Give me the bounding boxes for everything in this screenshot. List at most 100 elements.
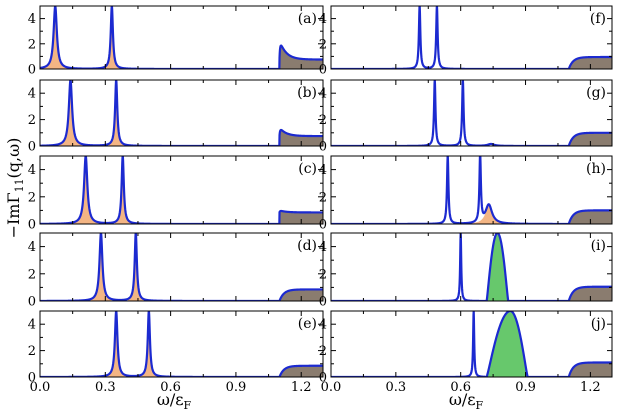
x-axis-label-right: ω/εF [449,390,484,412]
peak-fill [73,156,98,224]
axis-labels-group: −ImΓ11(q,ω) ω/εF ω/εF [4,138,484,412]
panel-frame [39,155,324,225]
y-tick-label: 4 [319,163,327,178]
y-tick-label: 4 [28,240,36,255]
continuum-fill [279,210,323,224]
continuum-fill [568,57,612,69]
y-tick-label: 4 [28,163,36,178]
spectrum-line [331,311,612,377]
peak-fill [43,6,67,69]
panel-label: (b) [297,85,317,101]
y-tick-label: 0 [28,295,36,310]
panel-frame [39,232,324,302]
peak-fill [141,311,157,377]
x-tick-label: 0.6 [450,380,471,395]
y-tick-label: 0 [319,63,327,78]
continuum-fill [568,132,612,146]
panel-frame [330,232,613,302]
peak-fill [127,233,144,301]
peak-fill [107,311,126,377]
x-tick-label: 0.6 [160,380,181,395]
panel-b: 024 (b) [28,79,324,155]
y-tick-label: 0 [28,218,36,233]
y-axis-label-sub: 11 [13,178,26,192]
plot-area [40,6,323,69]
peak-fill [90,233,112,301]
spectrum-line [40,80,323,146]
plot-area [331,6,612,69]
panel-frame [39,310,324,378]
y-tick-label: 0 [28,140,36,155]
panel-label: (f) [590,11,606,27]
panel-label: (a) [298,11,317,27]
plot-area [331,80,612,146]
panel-frame [330,5,613,70]
x-axis-label-right-main: ω/ε [449,390,476,409]
x-axis-label-left-main: ω/ε [157,390,184,409]
y-tick-label: 2 [28,344,36,359]
panel-label: (e) [298,316,317,332]
y-axis-label-suffix: (q,ω) [4,138,23,179]
spectrum-line [331,233,612,301]
y-tick-label: 2 [28,113,36,128]
y-tick-label: 0 [319,218,327,233]
panel-label: (c) [298,161,317,177]
panel-frame [39,79,324,147]
y-tick-label: 4 [28,87,36,102]
y-tick-label: 2 [319,267,327,282]
spectrum-line [40,6,323,69]
y-tick-label: 0 [28,371,36,386]
panel-frame [330,155,613,225]
continuum-fill [279,45,323,69]
plot-area [331,311,612,377]
x-tick-label: 1.2 [291,380,312,395]
y-tick-label: 2 [319,344,327,359]
y-axis-label-main: −ImΓ [4,192,23,238]
y-tick-label: 2 [28,190,36,205]
y-tick-label: 2 [319,37,327,52]
panel-c: 024 (c) [28,155,324,233]
y-tick-label: 4 [319,240,327,255]
panel-i: 0 2 4 (i) [319,232,613,310]
panel-h: 0 2 4 (h) [319,155,613,233]
y-tick-label: 2 [28,267,36,282]
x-axis-label-left-sub: F [184,399,192,412]
peak-fill [104,6,120,69]
y-tick-label: 0 [28,63,36,78]
spectrum-line [331,6,612,69]
y-tick-label: 4 [319,87,327,102]
spectrum-line [331,156,612,224]
continuum-fill [568,362,612,377]
panel-a: 024 (a) [28,5,324,78]
x-tick-label: 0.3 [386,380,407,395]
panel-e: 0 2 4 0.0 0.3 0.6 0.9 1.2 (e) [28,310,324,395]
x-tick-label: 0.9 [226,380,247,395]
panel-g: 0 2 4 (g) [319,79,613,155]
band-fill [486,233,509,301]
plot-area [40,233,323,301]
panel-frame [330,310,613,378]
x-tick-label: 0.0 [30,380,51,395]
y-tick-label: 0 [319,140,327,155]
continuum-fill [279,289,323,301]
continuum-fill [279,129,323,146]
panel-f: 0 2 4 (f) [319,5,613,78]
x-tick-label: 0.9 [515,380,536,395]
spectrum-line [40,233,323,301]
x-axis-label-right-sub: F [476,399,484,412]
plot-area [40,80,323,146]
continuum-fill [568,210,612,224]
panel-label: (j) [591,316,606,332]
panel-label: (g) [586,85,606,101]
x-tick-label: 0.0 [321,380,342,395]
plot-area [331,156,612,224]
peak-fill [58,80,83,146]
panel-label: (i) [591,238,606,254]
y-tick-label: 4 [28,318,36,333]
y-tick-label: 2 [28,37,36,52]
continuum-fill [279,365,323,377]
panel-label: (h) [586,161,606,177]
panel-frame [330,79,613,147]
y-axis-label: −ImΓ11(q,ω) [4,138,26,239]
